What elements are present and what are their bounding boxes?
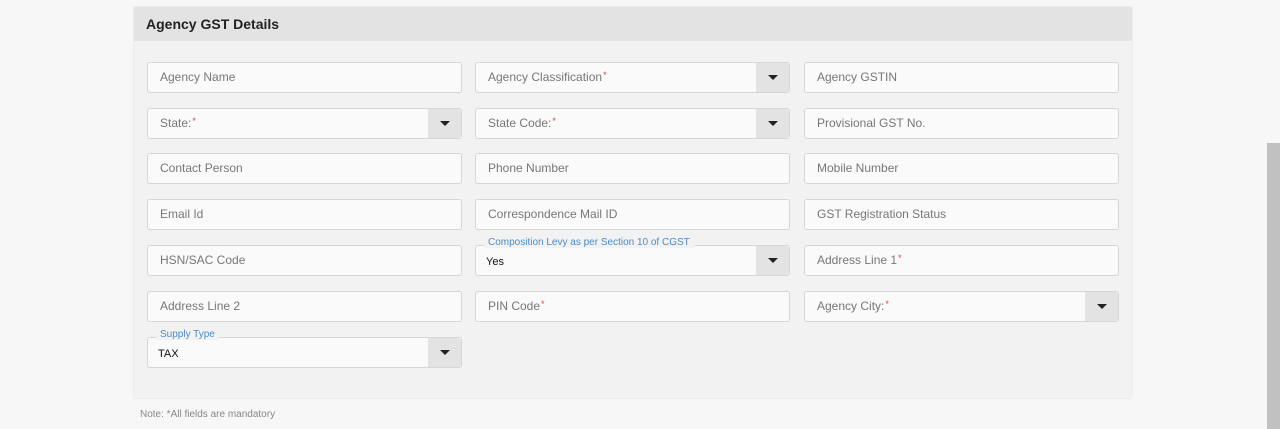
agency-city-select[interactable]: Agency City:* bbox=[804, 291, 1119, 322]
caret-down-icon bbox=[767, 121, 778, 126]
dropdown-toggle[interactable] bbox=[756, 246, 789, 275]
required-marker: * bbox=[898, 253, 902, 263]
caret-down-icon bbox=[1096, 304, 1107, 309]
email-id-input[interactable]: Email Id bbox=[147, 199, 462, 230]
placeholder: State Code:* bbox=[488, 116, 556, 130]
gst-registration-status-input[interactable]: GST Registration Status bbox=[804, 199, 1119, 230]
required-marker: * bbox=[885, 299, 889, 309]
placeholder: Address Line 2 bbox=[160, 299, 241, 313]
state-code-select[interactable]: State Code:* bbox=[475, 108, 790, 139]
pin-code-input[interactable]: PIN Code* bbox=[475, 291, 790, 322]
scrollbar[interactable] bbox=[1267, 143, 1280, 429]
placeholder: Agency Name bbox=[160, 70, 236, 84]
caret-down-icon bbox=[439, 121, 450, 126]
mobile-number-input[interactable]: Mobile Number bbox=[804, 153, 1119, 184]
required-marker: * bbox=[541, 299, 545, 309]
field-legend: Composition Levy as per Section 10 of CG… bbox=[484, 237, 694, 248]
field-legend: Supply Type bbox=[156, 329, 219, 340]
placeholder: GST Registration Status bbox=[817, 207, 947, 221]
placeholder: PIN Code* bbox=[488, 299, 545, 313]
placeholder: Mobile Number bbox=[817, 161, 899, 175]
address-line-1-input[interactable]: Address Line 1* bbox=[804, 245, 1119, 276]
state-select[interactable]: State:* bbox=[147, 108, 462, 139]
panel-title: Agency GST Details bbox=[134, 7, 1132, 41]
placeholder: Agency Classification* bbox=[488, 70, 607, 84]
placeholder: Correspondence Mail ID bbox=[488, 207, 618, 221]
composition-levy-as-per-section-10-of-cgst-select[interactable]: Composition Levy as per Section 10 of CG… bbox=[475, 237, 790, 276]
correspondence-mail-id-input[interactable]: Correspondence Mail ID bbox=[475, 199, 790, 230]
address-line-2-input[interactable]: Address Line 2 bbox=[147, 291, 462, 322]
placeholder: Agency GSTIN bbox=[817, 70, 898, 84]
hsn-sac-code-input[interactable]: HSN/SAC Code bbox=[147, 245, 462, 276]
placeholder: State:* bbox=[160, 116, 196, 130]
caret-down-icon bbox=[767, 75, 778, 80]
placeholder: Email Id bbox=[160, 207, 204, 221]
dropdown-toggle[interactable] bbox=[756, 109, 789, 138]
agency-gstin-input[interactable]: Agency GSTIN bbox=[804, 62, 1119, 93]
dropdown-toggle[interactable] bbox=[1085, 292, 1118, 321]
selected-value: Yes bbox=[486, 256, 504, 268]
caret-down-icon bbox=[767, 258, 778, 263]
required-marker: * bbox=[603, 70, 607, 80]
placeholder: Contact Person bbox=[160, 161, 243, 175]
contact-person-input[interactable]: Contact Person bbox=[147, 153, 462, 184]
placeholder: HSN/SAC Code bbox=[160, 253, 246, 267]
mandatory-note: Note: *All fields are mandatory bbox=[140, 409, 276, 420]
placeholder: Agency City:* bbox=[817, 299, 889, 313]
provisional-gst-no-input[interactable]: Provisional GST No. bbox=[804, 108, 1119, 139]
caret-down-icon bbox=[439, 350, 450, 355]
agency-classification-select[interactable]: Agency Classification* bbox=[475, 62, 790, 93]
selected-value: TAX bbox=[158, 348, 179, 360]
required-marker: * bbox=[192, 116, 196, 126]
placeholder: Provisional GST No. bbox=[817, 116, 926, 130]
phone-number-input[interactable]: Phone Number bbox=[475, 153, 790, 184]
agency-name-input[interactable]: Agency Name bbox=[147, 62, 462, 93]
placeholder: Phone Number bbox=[488, 161, 569, 175]
supply-type-select[interactable]: Supply Type TAX bbox=[147, 329, 462, 368]
dropdown-toggle[interactable] bbox=[756, 63, 789, 92]
dropdown-toggle[interactable] bbox=[428, 109, 461, 138]
dropdown-toggle[interactable] bbox=[428, 338, 461, 367]
placeholder: Address Line 1* bbox=[817, 253, 902, 267]
required-marker: * bbox=[552, 116, 556, 126]
